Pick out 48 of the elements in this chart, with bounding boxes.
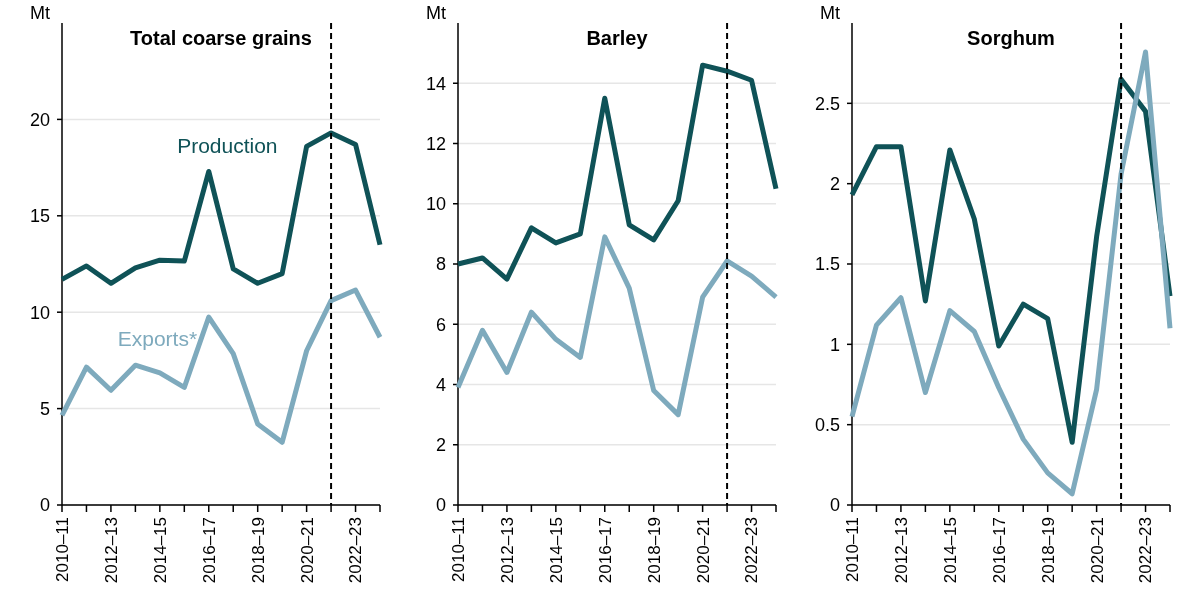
- y-tick-label: 0: [829, 495, 840, 516]
- x-tick-label: 2020–21: [1087, 517, 1107, 584]
- y-tick-label: 2.5: [814, 93, 840, 114]
- x-tick-label: 2010–11: [448, 517, 468, 582]
- y-tick-label: 10: [29, 302, 50, 323]
- x-tick-label: 2010–11: [842, 517, 862, 582]
- x-tick-label: 2022–23: [742, 517, 762, 584]
- y-tick-label: 1.5: [814, 254, 840, 275]
- x-tick-label: 2014–15: [150, 517, 170, 584]
- y-tick-label: 1: [829, 334, 840, 355]
- x-tick-label: 2016–17: [199, 517, 219, 584]
- x-tick-label: 2010–11: [52, 517, 72, 582]
- chart-title: Total coarse grains: [130, 27, 312, 49]
- chart-title: Sorghum: [967, 27, 1055, 49]
- y-tick-label: 12: [425, 133, 446, 154]
- y-tick-label: 2: [829, 173, 840, 194]
- y-tick-label: 0: [435, 495, 446, 516]
- x-tick-label: 2016–17: [989, 517, 1009, 584]
- y-tick-label: 2: [435, 435, 446, 456]
- x-tick-label: 2014–15: [546, 517, 566, 584]
- y-tick-label: 4: [435, 374, 446, 395]
- y-axis-title: Mt: [820, 3, 840, 23]
- chart-title: Barley: [586, 27, 649, 49]
- y-tick-label: 20: [29, 109, 50, 130]
- x-tick-label: 2018–19: [644, 517, 664, 584]
- series-label: Exports*: [117, 326, 198, 350]
- x-tick-label: 2022–23: [1136, 517, 1156, 584]
- y-tick-label: 14: [425, 73, 446, 94]
- series-label: Production: [177, 134, 278, 158]
- x-tick-label: 2018–19: [248, 517, 268, 584]
- x-tick-label: 2014–15: [940, 517, 960, 584]
- y-axis-title: Mt: [30, 3, 50, 23]
- y-tick-label: 0.5: [814, 414, 840, 435]
- y-axis-title: Mt: [426, 3, 446, 23]
- x-tick-label: 2020–21: [297, 517, 317, 584]
- y-tick-label: 5: [39, 398, 50, 419]
- y-tick-label: 6: [435, 314, 446, 335]
- y-tick-label: 10: [425, 194, 446, 215]
- x-tick-label: 2022–23: [346, 517, 366, 584]
- x-tick-label: 2012–13: [101, 517, 121, 584]
- y-tick-label: 0: [39, 495, 50, 516]
- x-tick-label: 2012–13: [891, 517, 911, 584]
- x-tick-label: 2020–21: [693, 517, 713, 584]
- x-tick-label: 2018–19: [1038, 517, 1058, 584]
- x-tick-label: 2012–13: [497, 517, 517, 584]
- y-tick-label: 8: [435, 254, 446, 275]
- y-tick-label: 15: [29, 206, 50, 227]
- x-tick-label: 2016–17: [595, 517, 615, 584]
